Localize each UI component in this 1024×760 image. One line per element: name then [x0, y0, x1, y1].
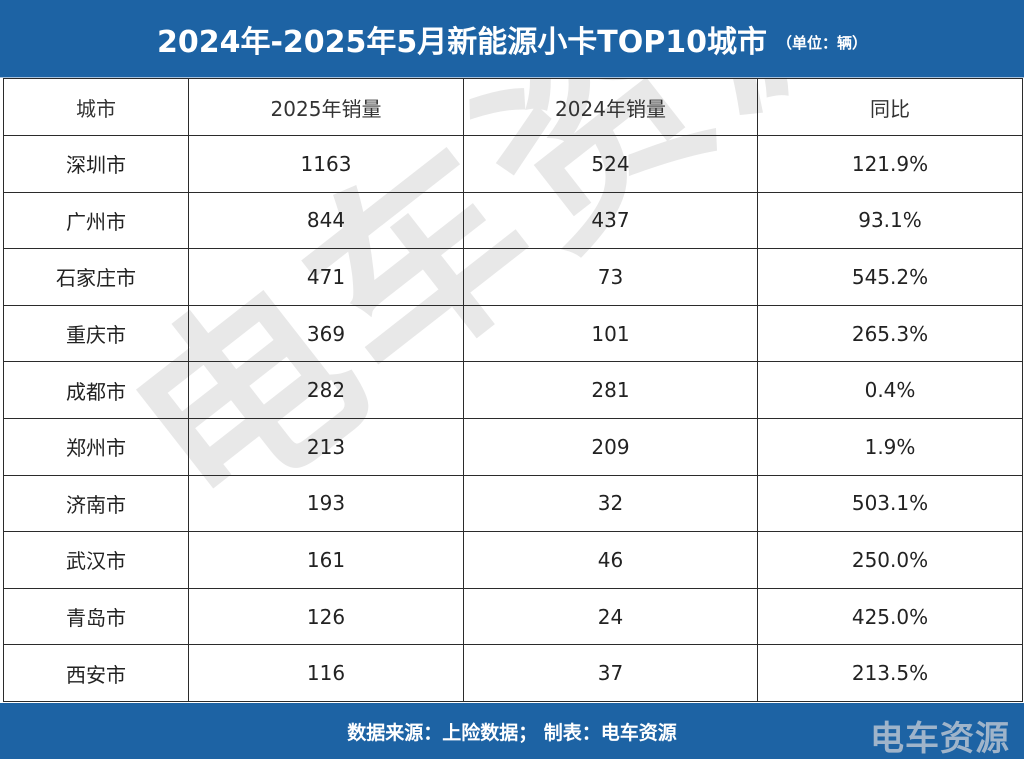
- cell-yoy: 265.3%: [757, 304, 1023, 363]
- table-header-row: 城市 2025年销量 2024年销量 同比: [3, 78, 1023, 136]
- cell-sales-2025: 471: [188, 248, 464, 306]
- header-city: 城市: [3, 78, 189, 136]
- cell-city: 成都市: [3, 361, 189, 419]
- cell-yoy: 93.1%: [757, 191, 1023, 250]
- cell-sales-2024: 73: [463, 248, 758, 306]
- cell-sales-2024: 437: [463, 191, 758, 250]
- table-row: 郑州市 213 209 1.9%: [3, 417, 1023, 476]
- cell-sales-2024: 24: [463, 587, 758, 646]
- cell-sales-2025: 1163: [188, 135, 464, 193]
- cell-yoy: 545.2%: [757, 248, 1023, 306]
- cell-sales-2025: 193: [188, 474, 464, 533]
- cell-sales-2025: 844: [188, 191, 464, 250]
- brand-logo: 电车资源: [870, 719, 1010, 759]
- cell-sales-2025: 126: [188, 587, 464, 646]
- cell-sales-2024: 524: [463, 135, 758, 193]
- sales-table: 城市 2025年销量 2024年销量 同比 深圳市 1163 524 121.9…: [3, 78, 1023, 702]
- cell-sales-2025: 369: [188, 304, 464, 363]
- cell-yoy: 213.5%: [757, 644, 1023, 702]
- header-sales-2025: 2025年销量: [188, 78, 464, 136]
- cell-city: 石家庄市: [3, 248, 189, 306]
- cell-city: 济南市: [3, 474, 189, 533]
- header-sales-2024: 2024年销量: [463, 78, 758, 136]
- cell-yoy: 425.0%: [757, 587, 1023, 646]
- footer-banner: 数据来源：上险数据； 制表：电车资源 电车资源: [0, 703, 1024, 759]
- cell-sales-2024: 281: [463, 361, 758, 419]
- table-row: 深圳市 1163 524 121.9%: [3, 135, 1023, 193]
- cell-yoy: 121.9%: [757, 135, 1023, 193]
- cell-sales-2025: 282: [188, 361, 464, 419]
- table-row: 青岛市 126 24 425.0%: [3, 587, 1023, 646]
- title-banner: 2024年-2025年5月新能源小卡TOP10城市 （单位：辆）: [0, 0, 1024, 78]
- cell-sales-2024: 46: [463, 531, 758, 589]
- table-row: 西安市 116 37 213.5%: [3, 644, 1023, 702]
- table-row: 石家庄市 471 73 545.2%: [3, 248, 1023, 306]
- cell-city: 青岛市: [3, 587, 189, 646]
- cell-sales-2025: 161: [188, 531, 464, 589]
- cell-sales-2025: 116: [188, 644, 464, 702]
- cell-yoy: 503.1%: [757, 474, 1023, 533]
- cell-yoy: 250.0%: [757, 531, 1023, 589]
- cell-sales-2024: 32: [463, 474, 758, 533]
- table-row: 成都市 282 281 0.4%: [3, 361, 1023, 419]
- cell-city: 郑州市: [3, 417, 189, 476]
- cell-city: 重庆市: [3, 304, 189, 363]
- cell-sales-2024: 209: [463, 417, 758, 476]
- cell-sales-2024: 37: [463, 644, 758, 702]
- cell-city: 广州市: [3, 191, 189, 250]
- table-row: 武汉市 161 46 250.0%: [3, 531, 1023, 589]
- cell-city: 武汉市: [3, 531, 189, 589]
- page-title: 2024年-2025年5月新能源小卡TOP10城市: [156, 24, 767, 60]
- table-row: 广州市 844 437 93.1%: [3, 191, 1023, 250]
- unit-label: （单位：辆）: [777, 34, 868, 52]
- cell-city: 深圳市: [3, 135, 189, 193]
- header-yoy: 同比: [757, 78, 1023, 136]
- table-row: 重庆市 369 101 265.3%: [3, 304, 1023, 363]
- cell-sales-2024: 101: [463, 304, 758, 363]
- table-row: 济南市 193 32 503.1%: [3, 474, 1023, 533]
- cell-city: 西安市: [3, 644, 189, 702]
- cell-yoy: 1.9%: [757, 417, 1023, 476]
- cell-sales-2025: 213: [188, 417, 464, 476]
- data-source-note: 数据来源：上险数据； 制表：电车资源: [347, 721, 677, 744]
- cell-yoy: 0.4%: [757, 361, 1023, 419]
